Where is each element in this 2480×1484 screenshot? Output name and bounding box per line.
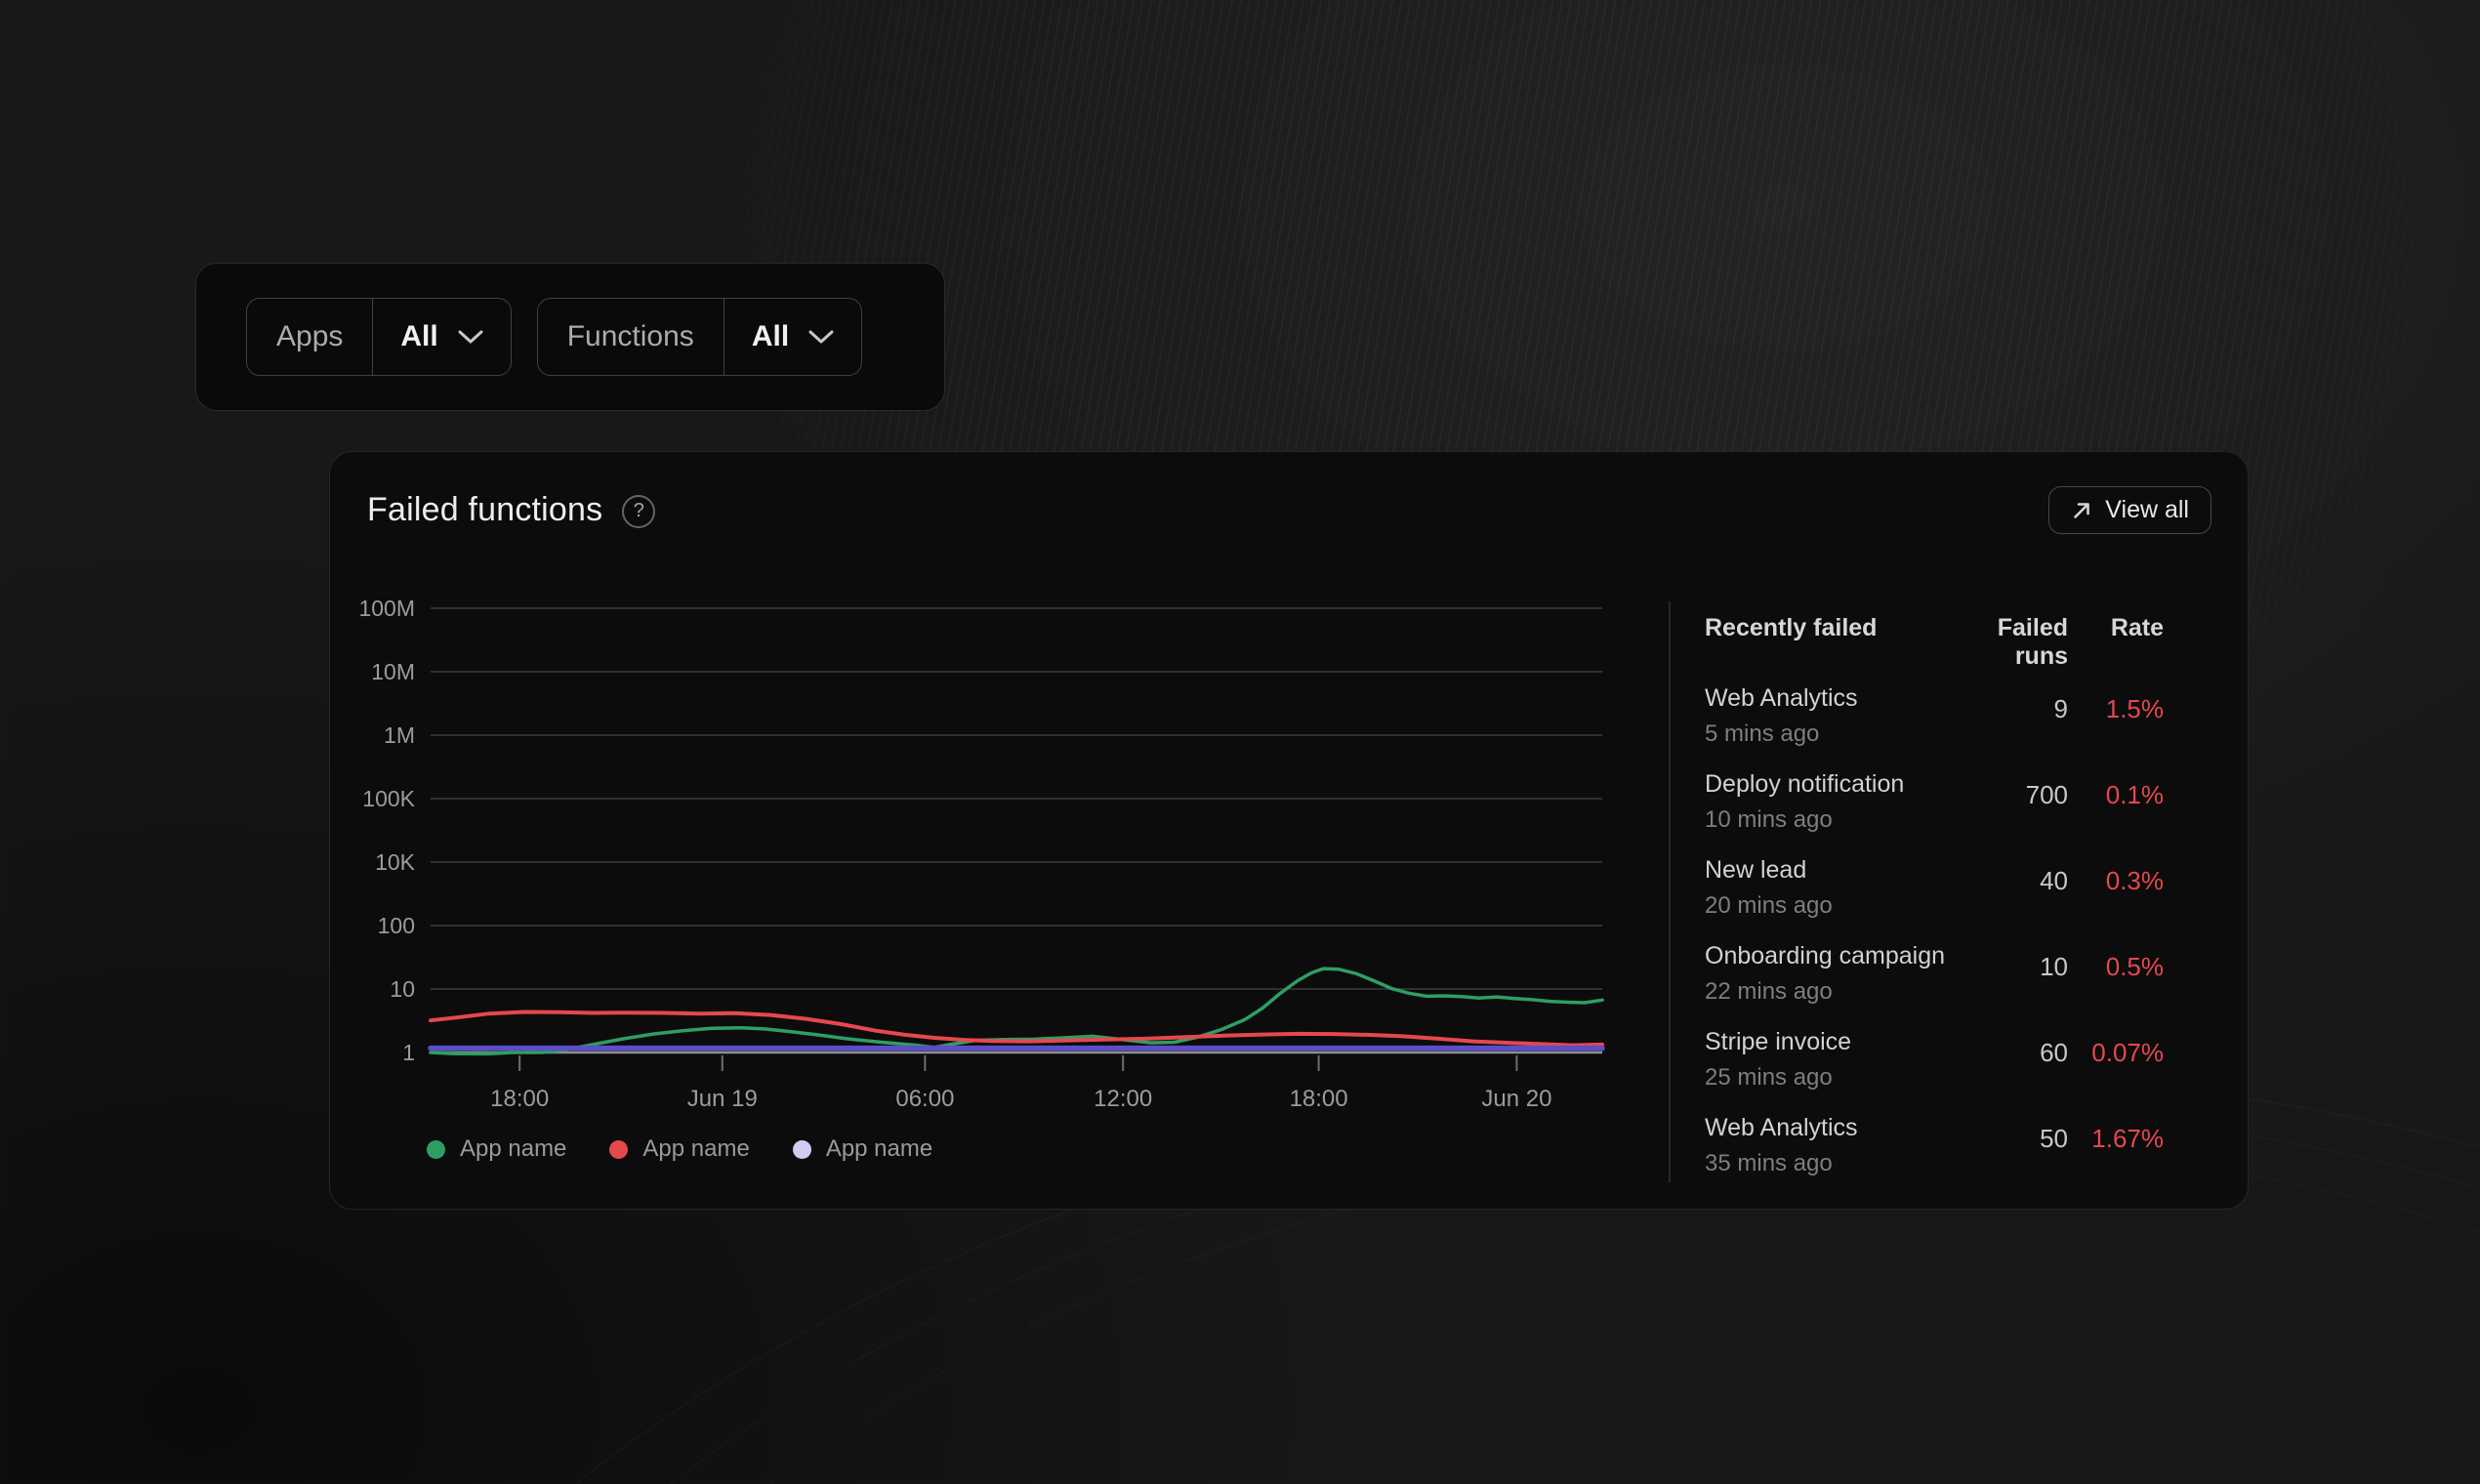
function-cell: Onboarding campaign 22 mins ago — [1705, 942, 1968, 1028]
failed-time: 35 mins ago — [1705, 1149, 1833, 1176]
chevron-down-icon — [458, 330, 483, 344]
failed-time: 5 mins ago — [1705, 720, 1820, 747]
table-row[interactable]: Deploy notification 10 mins ago 700 0.1% — [1705, 770, 2164, 856]
y-axis-label: 100K — [362, 786, 415, 811]
help-icon[interactable]: ? — [622, 494, 656, 528]
rate-value: 0.07% — [2091, 1038, 2164, 1067]
table-row[interactable]: Web Analytics 35 mins ago 50 1.67% — [1705, 1114, 2164, 1200]
function-cell: Deploy notification 10 mins ago — [1705, 770, 1968, 856]
rate-value: 0.3% — [2105, 866, 2164, 895]
legend-label: App name — [460, 1135, 567, 1162]
function-name: Stripe invoice — [1705, 1028, 1852, 1055]
rate-value: 1.5% — [2105, 694, 2164, 723]
failed-time: 22 mins ago — [1705, 977, 1833, 1005]
rate-value: 0.1% — [2105, 780, 2164, 809]
external-arrow-icon — [2074, 502, 2090, 518]
column-header-rate: Rate — [2110, 614, 2164, 641]
function-name: New lead — [1705, 856, 1807, 884]
y-axis-label: 100 — [378, 913, 415, 938]
column-header-recently-failed: Recently failed — [1705, 614, 1878, 641]
series-line — [429, 967, 1604, 1056]
table-row[interactable]: New lead 20 mins ago 40 0.3% — [1705, 856, 2164, 942]
y-axis-label: 10 — [390, 976, 415, 1002]
legend-item[interactable]: App name — [609, 1135, 750, 1163]
x-axis-label: 18:00 — [490, 1086, 549, 1112]
functions-filter-label: Functions — [538, 299, 724, 375]
functions-filter: Functions All — [536, 298, 863, 376]
x-axis-label: 18:00 — [1290, 1086, 1348, 1112]
failed-time: 25 mins ago — [1705, 1063, 1833, 1091]
x-axis-label: Jun 19 — [687, 1086, 758, 1112]
x-axis-label: 12:00 — [1094, 1086, 1152, 1112]
y-axis-label: 10K — [375, 849, 416, 875]
apps-filter-dropdown[interactable]: All — [373, 299, 510, 375]
function-name: Deploy notification — [1705, 770, 1905, 798]
card-header: Failed functions ? — [367, 491, 656, 529]
failed-runs-value: 9 — [2053, 694, 2068, 723]
failed-time: 10 mins ago — [1705, 805, 1833, 833]
legend-label: App name — [642, 1135, 750, 1162]
legend-dot — [427, 1139, 445, 1159]
x-axis-label: 06:00 — [895, 1086, 954, 1112]
table-row[interactable]: Web Analytics 5 mins ago 9 1.5% — [1705, 684, 2164, 770]
column-header-failed-runs: Failed runs — [1997, 614, 2068, 670]
recently-failed-table: Recently failed Failed runs Rate Web Ana… — [1705, 614, 2164, 1200]
y-axis-label: 1M — [384, 722, 415, 748]
y-axis-label: 10M — [371, 659, 415, 684]
function-name: Web Analytics — [1705, 684, 1858, 712]
card-title: Failed functions — [367, 491, 603, 528]
function-name: Web Analytics — [1705, 1114, 1858, 1141]
failed-runs-value: 10 — [2040, 952, 2068, 981]
table-header-row: Recently failed Failed runs Rate — [1705, 614, 2164, 671]
failed-functions-chart: 100M 10M 1M 100K 10K 100 10 1 18:00 Jun 19 06:00 12… — [358, 596, 1605, 1112]
function-cell: Web Analytics 35 mins ago — [1705, 1114, 1968, 1200]
functions-filter-dropdown[interactable]: All — [724, 299, 861, 375]
legend-label: App name — [825, 1135, 933, 1162]
table-row[interactable]: Onboarding campaign 22 mins ago 10 0.5% — [1705, 942, 2164, 1028]
y-axis-label: 100M — [358, 596, 415, 621]
apps-filter-selected-value: All — [400, 320, 438, 352]
filter-bar: Apps All Functions All — [195, 263, 945, 411]
y-axis-label: 1 — [402, 1040, 415, 1065]
rate-value: 1.67% — [2091, 1124, 2164, 1153]
view-all-label: View all — [2105, 496, 2189, 523]
legend-item[interactable]: App name — [792, 1135, 933, 1163]
failed-runs-value: 700 — [2025, 780, 2068, 809]
legend-dot — [609, 1139, 629, 1159]
function-cell: New lead 20 mins ago — [1705, 856, 1968, 942]
failed-runs-value: 60 — [2040, 1038, 2068, 1067]
functions-filter-selected-value: All — [751, 320, 790, 352]
apps-filter-label: Apps — [247, 299, 374, 375]
table-row[interactable]: Stripe invoice 25 mins ago 60 0.07% — [1705, 1028, 2164, 1114]
function-name: Onboarding campaign — [1705, 942, 1945, 969]
series-line — [429, 1010, 1604, 1048]
divider — [1669, 601, 1671, 1182]
chart-legend: App name App name App name — [427, 1135, 932, 1163]
failed-runs-value: 50 — [2040, 1124, 2068, 1153]
failed-functions-card: Failed functions ? View all 100M 10M 1M 100… — [329, 451, 2249, 1210]
failed-runs-value: 40 — [2040, 866, 2068, 895]
table-body: Web Analytics 5 mins ago 9 1.5% Deploy notif… — [1705, 684, 2164, 1200]
rate-value: 0.5% — [2105, 952, 2164, 981]
function-cell: Stripe invoice 25 mins ago — [1705, 1028, 1968, 1114]
legend-dot — [792, 1139, 811, 1159]
function-cell: Web Analytics 5 mins ago — [1705, 684, 1968, 770]
apps-filter: Apps All — [246, 298, 512, 376]
legend-item[interactable]: App name — [427, 1135, 566, 1163]
view-all-button[interactable]: View all — [2048, 486, 2211, 534]
chevron-down-icon — [808, 330, 834, 344]
failed-time: 20 mins ago — [1705, 891, 1833, 919]
x-axis-label: Jun 20 — [1481, 1086, 1551, 1112]
